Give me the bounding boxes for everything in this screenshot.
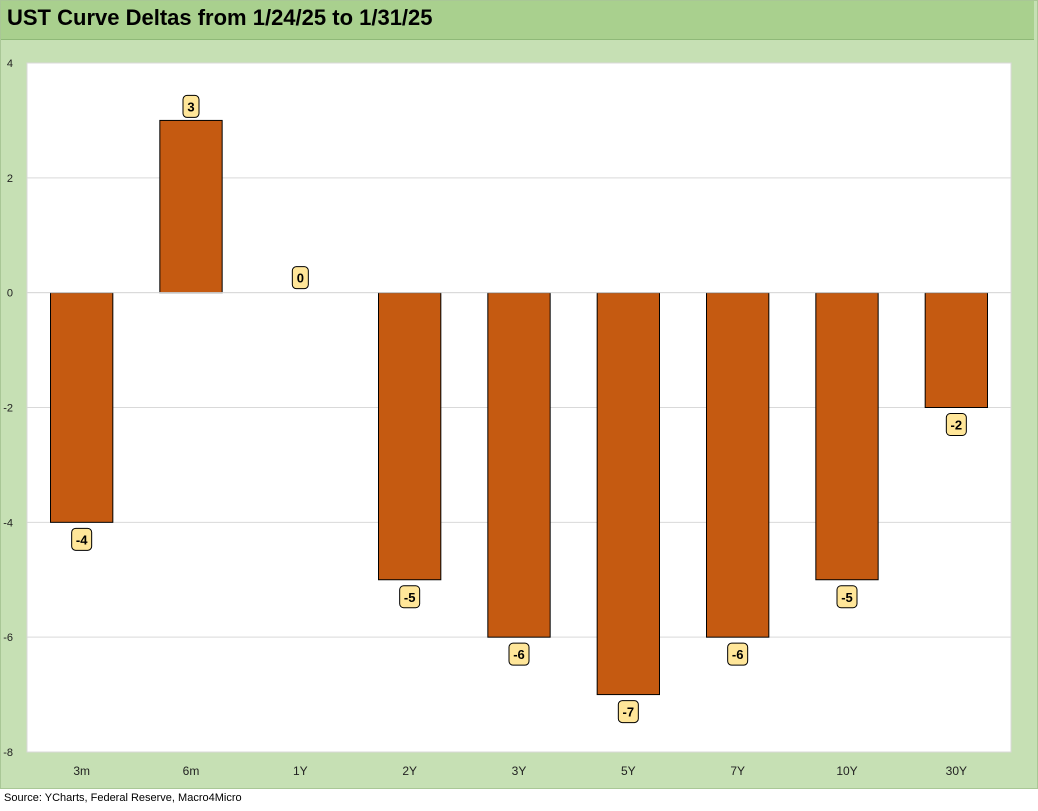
data-label-box xyxy=(727,642,749,666)
data-label: -6 xyxy=(513,647,525,662)
bar-6m xyxy=(159,119,223,294)
title-bar: UST Curve Deltas from 1/24/25 to 1/31/25 xyxy=(1,1,1034,40)
data-label: -2 xyxy=(951,418,963,433)
y-tick-label: 2 xyxy=(7,173,13,185)
data-label-box xyxy=(836,585,858,609)
x-tick-label: 2Y xyxy=(402,764,417,778)
data-label-box xyxy=(399,585,421,609)
data-label: -6 xyxy=(732,647,744,662)
x-tick-label: 6m xyxy=(183,764,200,778)
y-tick-label: 4 xyxy=(7,58,13,70)
data-label-box xyxy=(617,700,639,724)
bar-2y xyxy=(378,292,442,581)
bar-5y xyxy=(596,292,660,696)
y-tick-label: -6 xyxy=(3,632,13,644)
bar-30y xyxy=(924,292,988,408)
x-tick-label: 5Y xyxy=(621,764,636,778)
x-tick-label: 7Y xyxy=(730,764,745,778)
data-label: -4 xyxy=(76,532,88,547)
chart-title: UST Curve Deltas from 1/24/25 to 1/31/25 xyxy=(7,5,433,30)
x-tick-label: 1Y xyxy=(293,764,308,778)
data-label: 0 xyxy=(297,271,304,286)
data-label-box xyxy=(945,413,967,436)
data-label: -5 xyxy=(841,590,853,605)
data-label: 3 xyxy=(187,99,194,114)
y-tick-label: -8 xyxy=(3,747,13,759)
data-label-box xyxy=(508,642,530,666)
bar-3y xyxy=(487,292,551,638)
data-label: -7 xyxy=(623,705,635,720)
bar-3m xyxy=(50,292,114,523)
data-label-box xyxy=(291,266,309,290)
x-tick-label: 10Y xyxy=(836,764,857,778)
bar-10y xyxy=(815,292,879,581)
data-label: -5 xyxy=(404,590,416,605)
y-tick-label: -2 xyxy=(3,403,13,415)
x-tick-label: 3m xyxy=(73,764,90,778)
x-tick-label: 3Y xyxy=(512,764,527,778)
bar-7y xyxy=(706,292,770,638)
data-label-box xyxy=(182,94,200,118)
y-tick-label: -4 xyxy=(3,517,13,529)
source-note: Source: YCharts, Federal Reserve, Macro4… xyxy=(4,792,242,804)
y-tick-label: 0 xyxy=(7,288,13,300)
x-tick-label: 30Y xyxy=(946,764,967,778)
data-label-box xyxy=(71,527,93,551)
